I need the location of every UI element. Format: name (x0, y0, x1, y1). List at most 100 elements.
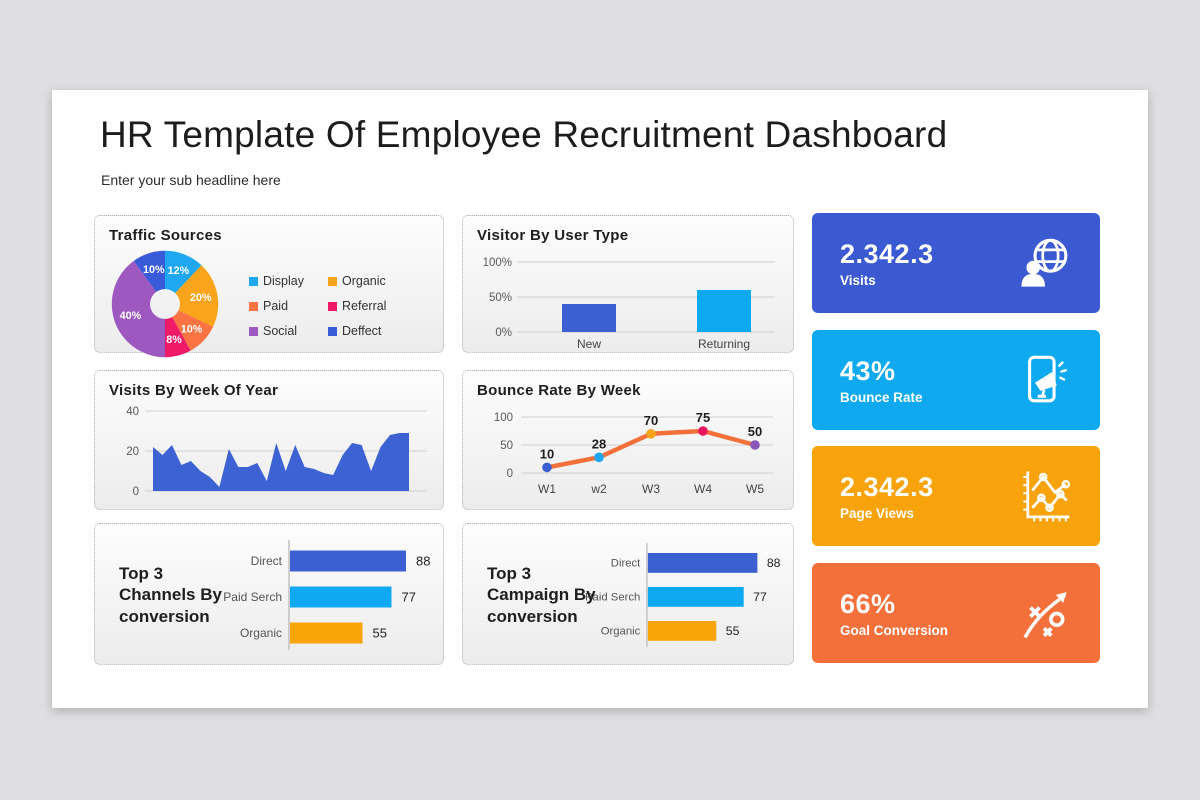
svg-text:0: 0 (133, 486, 139, 498)
svg-text:40: 40 (126, 406, 139, 418)
legend-item-social: Social (249, 324, 304, 338)
svg-text:50: 50 (500, 440, 513, 452)
kpi-card-visits[interactable]: 2.342.3 Visits (812, 213, 1100, 313)
svg-text:20%: 20% (190, 292, 212, 304)
svg-text:50%: 50% (489, 292, 512, 304)
kpi-card-goal-conversion[interactable]: 66% Goal Conversion (812, 563, 1100, 663)
kpi-value: 2.342.3 (840, 471, 934, 502)
panel-title: Top 3 Campaign By conversion (487, 564, 596, 626)
svg-text:Returning: Returning (698, 337, 750, 351)
hbar-paid-serch (647, 586, 744, 607)
legend-item-display: Display (249, 274, 304, 288)
channels-hbar-chart: Direct 88 Paid Serch 77 Organic 55 (223, 540, 430, 650)
kpi-value: 43% (840, 355, 896, 386)
svg-text:Paid Serch: Paid Serch (585, 592, 640, 604)
panel-title: Traffic Sources (109, 227, 222, 244)
panel-title: Bounce Rate By Week (477, 382, 641, 399)
svg-text:0%: 0% (495, 327, 512, 339)
hbar-organic (290, 622, 363, 644)
hbar-direct (647, 552, 758, 573)
legend-swatch (328, 326, 337, 336)
data-point-W4 (698, 426, 708, 436)
svg-text:New: New (577, 337, 601, 351)
pie-slice-display (165, 250, 202, 294)
visits-area-chart: 40 20 0 (126, 406, 427, 498)
panel-traffic-sources[interactable]: Traffic Sources 12% 20% 10% 8% 40% 10% Displa… (94, 215, 444, 358)
svg-text:0: 0 (507, 468, 513, 480)
svg-text:100: 100 (494, 412, 513, 424)
legend-item-deffect: Deffect (328, 324, 386, 338)
pie-slice-deffect (133, 250, 165, 292)
panel-top-channels[interactable]: Top 3 Channels By conversion Direct 88 Pai… (94, 523, 444, 665)
svg-text:Paid Serch: Paid Serch (223, 590, 282, 604)
traffic-sources-legend: Display Organic Paid Referral Social Deffect (249, 274, 386, 338)
pie-slice-organic (175, 265, 219, 327)
pie-slice-referral (165, 317, 191, 358)
svg-text:Direct: Direct (251, 554, 283, 568)
data-point-W5 (750, 440, 760, 450)
svg-text:88: 88 (767, 556, 781, 570)
panel-visitor-by-user-type[interactable]: Visitor By User Type 100% 50% 0% New Returni… (462, 215, 794, 353)
legend-item-organic: Organic (328, 274, 386, 288)
bounce-rate-line-chart: 100 50 0 10 W1 28 w2 70 W3 75 W4 50 W5 (494, 410, 773, 496)
svg-text:8%: 8% (166, 334, 182, 346)
svg-text:Organic: Organic (240, 626, 282, 640)
kpi-label: Page Views (840, 505, 915, 521)
kpi-label: Visits (840, 272, 876, 288)
traffic-sources-donut-chart: 12%20%10%8%40%10% (111, 250, 219, 358)
pie-slice-social (111, 260, 165, 358)
page-title: HR Template Of Employee Recruitment Dash… (100, 114, 948, 155)
kpi-value: 66% (840, 588, 896, 619)
pie-slice-paid (172, 310, 214, 351)
panel-title: Visitor By User Type (477, 227, 629, 244)
line-chart-icon (1023, 471, 1071, 522)
svg-text:10: 10 (540, 446, 554, 461)
legend-swatch (249, 276, 258, 286)
svg-text:50: 50 (748, 424, 762, 439)
svg-text:10%: 10% (181, 324, 203, 336)
kpi-value: 2.342.3 (840, 238, 934, 269)
legend-swatch (328, 276, 337, 286)
panel-top-campaign[interactable]: Top 3 Campaign By conversion Direct 88 Pai… (462, 523, 794, 665)
svg-text:77: 77 (401, 590, 415, 605)
panel-title: Visits By Week Of Year (109, 382, 279, 399)
page-subtitle: Enter your sub headline here (101, 172, 281, 188)
svg-text:70: 70 (644, 413, 658, 428)
svg-text:Organic: Organic (601, 626, 641, 638)
svg-text:28: 28 (592, 436, 606, 451)
campaign-hbar-chart: Direct 88 Paid Serch 77 Organic 55 (585, 543, 781, 647)
legend-swatch (249, 301, 258, 311)
svg-text:77: 77 (753, 590, 767, 604)
bar-new (562, 304, 616, 332)
svg-text:w2: w2 (590, 482, 607, 496)
legend-swatch (249, 326, 258, 336)
svg-text:55: 55 (726, 624, 740, 638)
svg-text:12%: 12% (168, 265, 190, 277)
visitor-bar-chart: 100% 50% 0% New Returning (483, 257, 775, 351)
panel-visits-by-week[interactable]: Visits By Week Of Year 40 20 0 (94, 370, 444, 510)
hbar-direct (290, 550, 406, 572)
legend-swatch (328, 301, 337, 311)
panel-title: Top 3 Channels By conversion (119, 564, 222, 626)
hbar-organic (647, 620, 717, 641)
svg-text:55: 55 (372, 626, 386, 641)
data-point-w2 (594, 452, 604, 463)
strategy-icon (1023, 592, 1067, 639)
svg-text:75: 75 (696, 410, 710, 425)
kpi-card-bounce-rate[interactable]: 43% Bounce Rate (812, 330, 1100, 430)
svg-text:W5: W5 (746, 482, 764, 496)
hbar-paid-serch (290, 586, 392, 608)
kpi-card-page-views[interactable]: 2.342.3 Page Views (812, 446, 1100, 546)
dashboard-slide: HR Template Of Employee Recruitment Dash… (52, 90, 1148, 708)
svg-text:W1: W1 (538, 482, 556, 496)
svg-text:100%: 100% (483, 257, 512, 269)
user-globe-icon (1021, 238, 1068, 287)
kpi-label: Goal Conversion (840, 622, 949, 638)
svg-text:W4: W4 (694, 482, 712, 496)
panel-bounce-rate[interactable]: Bounce Rate By Week 100 50 0 10 W1 28 w2 70 W3 75… (462, 370, 794, 510)
svg-text:Direct: Direct (611, 558, 641, 570)
data-point-W3 (646, 429, 656, 439)
data-point-W1 (542, 462, 552, 473)
legend-item-paid: Paid (249, 299, 304, 313)
phone-megaphone-icon (1028, 355, 1068, 403)
